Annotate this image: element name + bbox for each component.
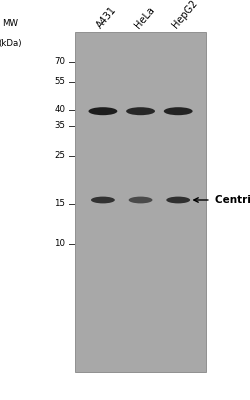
Ellipse shape xyxy=(90,196,114,203)
Text: Centrin 1: Centrin 1 xyxy=(214,195,250,205)
Text: HeLa: HeLa xyxy=(132,4,156,30)
Ellipse shape xyxy=(166,196,190,203)
Ellipse shape xyxy=(163,107,192,115)
Text: 35: 35 xyxy=(54,122,65,130)
Text: 70: 70 xyxy=(54,58,65,66)
Text: 25: 25 xyxy=(54,152,65,160)
Text: A431: A431 xyxy=(95,4,118,30)
Text: 15: 15 xyxy=(54,200,65,208)
Text: HepG2: HepG2 xyxy=(170,0,199,30)
Text: 55: 55 xyxy=(54,78,65,86)
Text: (kDa): (kDa) xyxy=(0,39,22,48)
Text: MW: MW xyxy=(2,19,18,28)
Ellipse shape xyxy=(126,107,154,115)
Text: 10: 10 xyxy=(54,240,65,248)
Ellipse shape xyxy=(88,107,117,115)
Text: 40: 40 xyxy=(54,106,65,114)
Ellipse shape xyxy=(128,196,152,203)
Bar xyxy=(75,32,205,372)
